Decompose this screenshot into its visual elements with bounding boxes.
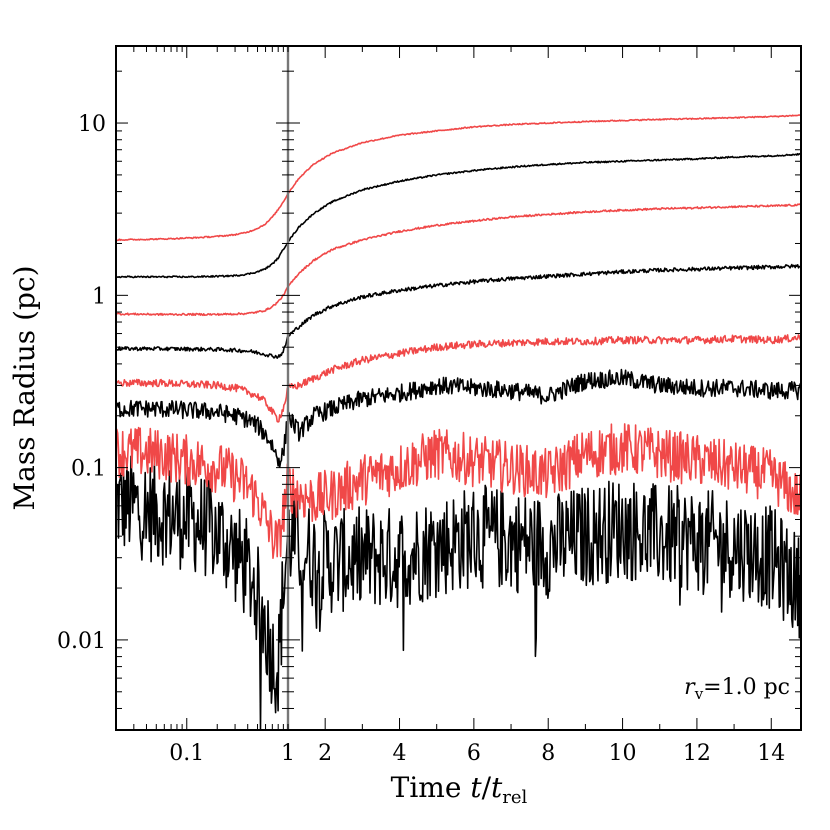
y-tick-label: 0.1 bbox=[71, 457, 106, 482]
x-tick-label: 14 bbox=[757, 741, 785, 766]
series-layer bbox=[116, 114, 801, 730]
series-line-80pct bbox=[116, 114, 801, 242]
series-line-30pct bbox=[116, 368, 801, 469]
x-tick-label: 10 bbox=[609, 741, 637, 766]
series-line-40pct bbox=[116, 334, 801, 423]
x-tick-label: 12 bbox=[683, 741, 711, 766]
x-tick-label: 4 bbox=[393, 741, 407, 766]
x-tick-label: 6 bbox=[467, 741, 481, 766]
y-tick-label: 10 bbox=[78, 112, 106, 137]
x-tick-label: 1 bbox=[281, 741, 295, 766]
y-tick-label: 0.01 bbox=[57, 629, 106, 654]
y-axis-title: Mass Radius (pc) bbox=[8, 265, 41, 510]
x-tick-label: 2 bbox=[318, 741, 332, 766]
series-line-10pct bbox=[116, 455, 801, 730]
x-tick-label: 8 bbox=[541, 741, 555, 766]
series-line-60pct bbox=[116, 203, 801, 317]
series-line-20pct bbox=[116, 423, 801, 560]
series-line-50pct bbox=[116, 263, 801, 360]
y-tick-label: 1 bbox=[92, 284, 106, 309]
x-tick-label: 0.1 bbox=[169, 741, 204, 766]
plot-frame bbox=[115, 45, 802, 731]
rv-annotation: rv=1.0 pc bbox=[684, 675, 790, 703]
series-line-70pct bbox=[116, 152, 801, 279]
x-axis-title: Time t/trel bbox=[391, 771, 528, 808]
